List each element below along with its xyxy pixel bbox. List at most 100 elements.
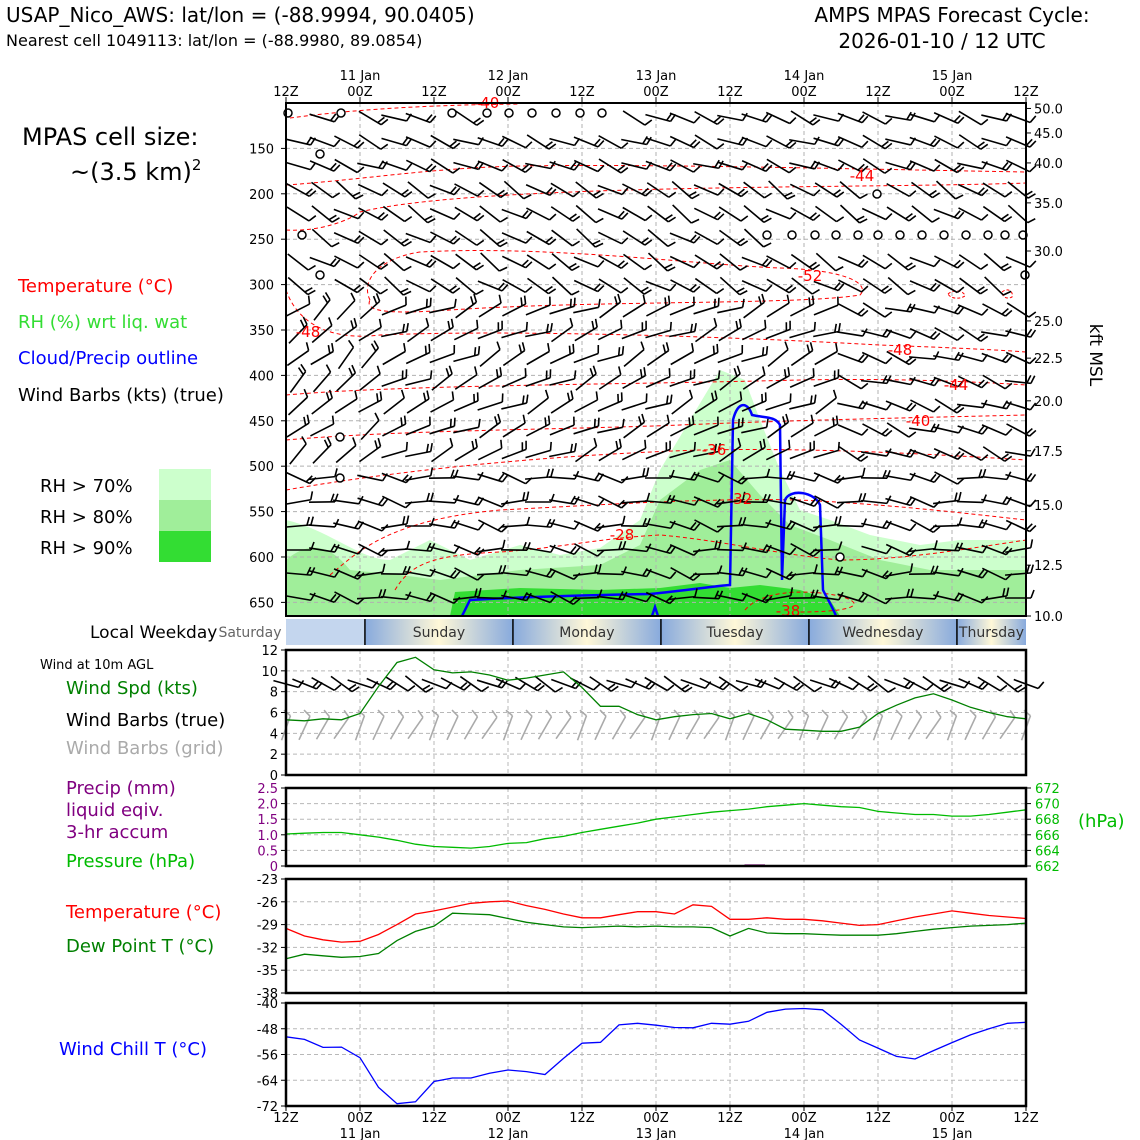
calm-wind-circle [873, 230, 883, 240]
wind-barb [766, 294, 790, 318]
wind-barb [525, 322, 553, 338]
bottom-tick-label: 12Z [1013, 1111, 1039, 1126]
wind-barb [525, 592, 557, 604]
wind-barb [1005, 519, 1037, 533]
wind-barb [526, 342, 551, 366]
wind-barb [358, 230, 389, 246]
wind-barb [1005, 159, 1037, 173]
wind-barb [765, 544, 797, 556]
wind-barb [646, 414, 670, 438]
wind-barb [598, 366, 622, 390]
wind-barb [788, 564, 818, 577]
wind-barb [645, 280, 677, 292]
wind-barb [596, 566, 628, 576]
top-tick-label: 12Z [569, 85, 595, 100]
wind-barb [573, 256, 605, 268]
wind-barb-grid [463, 709, 479, 740]
pressure-tick-label: 450 [249, 415, 274, 430]
wind-barb-true [939, 679, 971, 689]
temp-label: -44 [850, 167, 875, 185]
cross-section-panel: -40 -44 -52 -48 -48 -44 -40 -36 -32 -28 … [249, 94, 1105, 625]
wind-barb [719, 365, 741, 391]
wind-barb [668, 588, 698, 601]
wind-speed-line [285, 656, 1027, 732]
wind-barb [430, 134, 461, 150]
wind-barb [501, 491, 530, 505]
wind-barb [549, 545, 581, 555]
pressure-tick-label: 650 [249, 596, 274, 611]
wind-barb [477, 496, 509, 508]
calm-wind-circle [335, 473, 345, 483]
y-tick-label: -32 [257, 941, 278, 956]
wind-barb [717, 491, 746, 505]
wind-barb [693, 184, 725, 196]
wind-barb [933, 305, 965, 315]
wind-barb [573, 345, 600, 364]
wind-barb [477, 393, 504, 411]
wind-barb [550, 206, 581, 222]
wind-barb [909, 160, 941, 172]
wind-barb-true [958, 677, 989, 691]
wind-barb [741, 256, 773, 268]
pressure-tick-label: 500 [249, 460, 274, 475]
wind-barb [933, 111, 965, 125]
calm-wind-circle [983, 230, 993, 240]
kft-axis-title: kft MSL [1085, 324, 1105, 387]
wind-barb [743, 293, 766, 319]
wind-barb [837, 135, 869, 149]
wind-barb [359, 277, 389, 295]
wind-barb [957, 304, 989, 316]
wind-barb [935, 180, 964, 200]
wind-10m-label: Wind at 10m AGL [40, 658, 154, 673]
wind-barb [862, 134, 893, 150]
wind-barb [383, 229, 412, 247]
wind-barb [957, 183, 989, 197]
wind-barb [309, 160, 341, 172]
wind-barb-grid [759, 709, 775, 740]
wind-barb [476, 564, 507, 576]
pressure-tick-label: 400 [249, 369, 274, 384]
wind-barb [862, 302, 893, 318]
wind-barb-grid [446, 709, 459, 741]
wind-barb [430, 391, 455, 413]
wind-barb [333, 231, 365, 245]
calm-wind-circle [1000, 230, 1010, 240]
wind-barb [932, 491, 962, 505]
wind-barb [357, 520, 389, 532]
wind-barb [381, 161, 413, 171]
wind-barb [359, 365, 381, 391]
wind-barb [837, 352, 869, 364]
wind-barb [526, 254, 557, 270]
wind-barb [719, 253, 748, 271]
calm-wind-circle [762, 230, 772, 240]
wind-barb [501, 232, 533, 244]
wind-barb [693, 343, 719, 365]
wind-barb [741, 159, 773, 173]
wind-barb [501, 321, 528, 339]
top-tick-label: 00Z [791, 85, 817, 100]
wind-barb [669, 232, 701, 244]
pressure-tick-label: 662 [1035, 860, 1060, 875]
wind-barb [621, 320, 647, 340]
wind-spd-label: Wind Spd (kts) [66, 678, 198, 699]
wind-barb [957, 375, 989, 389]
wind-barb [597, 231, 629, 245]
wind-barb [573, 279, 605, 293]
wind-barb-grid [650, 709, 662, 741]
wind-barb [573, 159, 605, 173]
wind-barb [405, 370, 433, 386]
wind-barb [525, 369, 552, 387]
wind-barb [766, 278, 797, 294]
wind-barb [598, 134, 629, 150]
wind-barb [693, 207, 725, 221]
wind-barb [790, 206, 821, 222]
top-tick-label: 12Z [717, 85, 743, 100]
wind-barb [405, 416, 431, 436]
calm-wind-circle [504, 108, 514, 118]
wind-barb [623, 253, 653, 271]
wind-barb-grid [851, 709, 868, 740]
wind-barb [862, 158, 893, 174]
wind-barb-grid [999, 709, 1016, 740]
wind-barb [813, 280, 845, 292]
y-tick-label: 8 [270, 686, 278, 701]
